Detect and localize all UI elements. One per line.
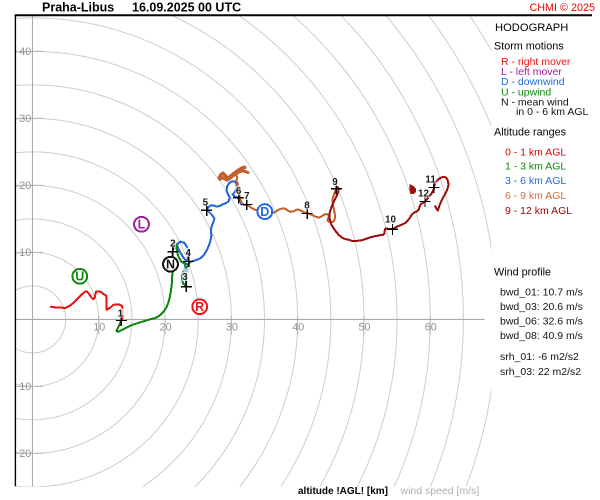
svg-text:8: 8 [304, 201, 310, 212]
svg-text:60: 60 [425, 322, 437, 334]
svg-text:Wind profile: Wind profile [494, 266, 551, 278]
svg-text:CHMI © 2025: CHMI © 2025 [529, 2, 595, 14]
svg-text:10: 10 [93, 322, 105, 334]
svg-text:20: 20 [160, 322, 172, 334]
svg-text:bwd_03: 20.6 m/s: bwd_03: 20.6 m/s [500, 301, 583, 313]
svg-text:7: 7 [244, 191, 250, 202]
svg-text:20: 20 [19, 448, 31, 460]
svg-text:40: 40 [292, 322, 304, 334]
svg-text:9: 9 [332, 177, 338, 188]
svg-text:16.09.2025 00 UTC: 16.09.2025 00 UTC [132, 1, 241, 15]
svg-text:N: N [166, 258, 175, 272]
svg-text:L: L [138, 218, 146, 232]
svg-text:50: 50 [358, 322, 370, 334]
svg-text:N - mean wind: N - mean wind [501, 96, 569, 108]
svg-text:L - left mover: L - left mover [501, 66, 562, 78]
svg-text:1: 1 [118, 309, 124, 320]
svg-text:D - downwind: D - downwind [501, 76, 565, 88]
svg-text:40: 40 [19, 46, 31, 58]
svg-text:srh_01: -6 m2/s2: srh_01: -6 m2/s2 [500, 351, 579, 363]
svg-text:10: 10 [19, 247, 31, 259]
svg-text:R - right mover: R - right mover [501, 56, 571, 68]
svg-text:10: 10 [385, 215, 396, 226]
svg-text:6: 6 [236, 186, 242, 197]
svg-text:HODOGRAPH: HODOGRAPH [495, 22, 568, 34]
svg-text:9 - 12 km AGL: 9 - 12 km AGL [505, 205, 572, 217]
svg-text:U: U [75, 270, 84, 284]
svg-text:30: 30 [226, 322, 238, 334]
svg-text:Altitude ranges: Altitude ranges [494, 127, 567, 139]
svg-text:30: 30 [19, 113, 31, 125]
svg-text:in 0 - 6 km AGL: in 0 - 6 km AGL [516, 106, 589, 118]
svg-text:0 - 1 km AGL: 0 - 1 km AGL [505, 146, 566, 158]
svg-text:srh_03: 22 m2/s2: srh_03: 22 m2/s2 [500, 366, 581, 378]
svg-text:11: 11 [425, 175, 436, 186]
svg-text:3: 3 [182, 272, 188, 283]
svg-text:Storm motions: Storm motions [494, 41, 564, 53]
svg-text:3 - 6 km AGL: 3 - 6 km AGL [505, 175, 566, 187]
svg-text:4: 4 [185, 248, 191, 259]
svg-text:5: 5 [203, 197, 209, 208]
svg-text:2: 2 [170, 238, 176, 249]
svg-text:bwd_08: 40.9 m/s: bwd_08: 40.9 m/s [500, 330, 583, 342]
svg-text:20: 20 [19, 180, 31, 192]
svg-text:R: R [195, 300, 204, 314]
svg-text:6 - 9 km AGL: 6 - 9 km AGL [505, 190, 566, 202]
svg-text:bwd_01: 10.7 m/s: bwd_01: 10.7 m/s [500, 286, 583, 298]
svg-text:12: 12 [418, 189, 429, 200]
svg-text:wind speed [m/s]: wind speed [m/s] [400, 485, 480, 497]
svg-text:Praha-Libus: Praha-Libus [42, 1, 114, 15]
svg-text:U - upwind: U - upwind [501, 86, 551, 98]
svg-text:D: D [260, 205, 269, 219]
svg-text:1 - 3 km AGL: 1 - 3 km AGL [505, 161, 566, 173]
svg-text:altitude !AGL! [km]: altitude !AGL! [km] [298, 486, 388, 497]
svg-text:10: 10 [19, 381, 31, 393]
svg-text:bwd_06: 32.6 m/s: bwd_06: 32.6 m/s [500, 315, 583, 327]
